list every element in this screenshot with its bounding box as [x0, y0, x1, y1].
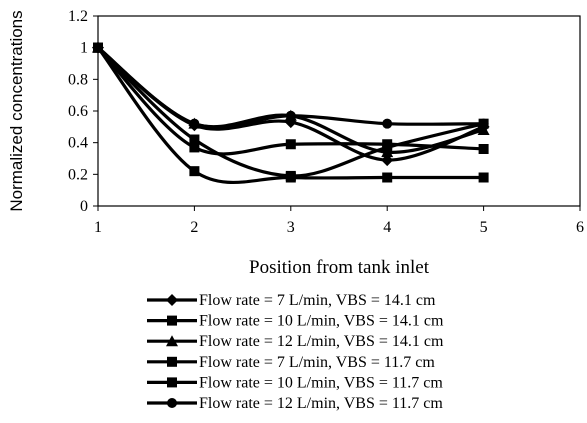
data-point-square [167, 356, 177, 367]
data-point-square [478, 172, 489, 183]
data-point-square [285, 172, 296, 183]
data-point-circle [382, 118, 393, 129]
legend-item: Flow rate = 10 L/min, VBS = 14.1 cm [147, 313, 444, 330]
legend: Flow rate = 7 L/min, VBS = 14.1 cm Flow r… [147, 292, 444, 412]
x-axis-ticks: 1 2 3 4 5 6 [94, 206, 584, 236]
data-point-circle [167, 398, 177, 408]
data-point-triangle [381, 146, 394, 158]
data-point-square [382, 139, 393, 150]
legend-label: Flow rate = 7 L/min, VBS = 11.7 cm [199, 354, 435, 371]
series-layer [92, 41, 490, 184]
series-line [96, 46, 486, 184]
x-tick-label: 4 [383, 219, 391, 236]
legend-item: Flow rate = 7 L/min, VBS = 11.7 cm [147, 354, 435, 371]
data-point-square [167, 377, 177, 388]
x-tick-label: 5 [480, 219, 488, 236]
plot-area [97, 15, 581, 207]
data-point-square [478, 144, 489, 154]
y-tick-label: 1 [80, 40, 88, 57]
legend-label: Flow rate = 10 L/min, VBS = 11.7 cm [199, 374, 443, 391]
y-tick-label: 0.4 [68, 135, 88, 152]
legend-label: Flow rate = 12 L/min, VBS = 14.1 cm [199, 333, 444, 350]
y-tick-label: 1.2 [68, 8, 88, 25]
data-point-triangle [477, 124, 490, 135]
legend-item: Flow rate = 7 L/min, VBS = 14.1 cm [147, 292, 436, 309]
x-tick-label: 2 [190, 219, 198, 236]
x-tick-label: 3 [287, 219, 295, 236]
legend-label: Flow rate = 12 L/min, VBS = 11.7 cm [199, 395, 443, 412]
data-point-circle [285, 110, 296, 121]
y-tick-label: 0 [80, 198, 88, 215]
data-point-square [189, 142, 200, 153]
y-tick-label: 0.2 [68, 166, 88, 183]
legend-label: Flow rate = 10 L/min, VBS = 14.1 cm [199, 313, 444, 330]
data-point-square [189, 134, 200, 145]
series-6 [93, 42, 489, 129]
data-point-circle [189, 118, 200, 129]
x-axis-title: Position from tank inlet [249, 257, 430, 278]
x-tick-label: 6 [576, 219, 584, 236]
data-point-square [285, 139, 296, 150]
y-axis-title: Normalized concentrations [7, 10, 26, 211]
data-point-circle [478, 118, 489, 129]
data-point-triangle [166, 335, 178, 347]
x-tick-label: 1 [94, 219, 102, 236]
legend-label: Flow rate = 7 L/min, VBS = 14.1 cm [199, 292, 436, 309]
data-point-diamond [166, 294, 178, 306]
y-tick-label: 0.8 [68, 71, 88, 88]
data-point-square [167, 315, 177, 326]
legend-item: Flow rate = 10 L/min, VBS = 11.7 cm [147, 374, 443, 391]
legend-item: Flow rate = 12 L/min, VBS = 14.1 cm [147, 333, 444, 350]
data-point-square [189, 166, 200, 177]
legend-item: Flow rate = 12 L/min, VBS = 11.7 cm [147, 395, 443, 412]
data-point-circle [93, 42, 103, 53]
data-point-square [382, 172, 393, 183]
y-tick-label: 0.6 [68, 103, 88, 120]
y-axis-ticks: 0 0.2 0.4 0.6 0.8 1 1.2 [68, 8, 98, 215]
